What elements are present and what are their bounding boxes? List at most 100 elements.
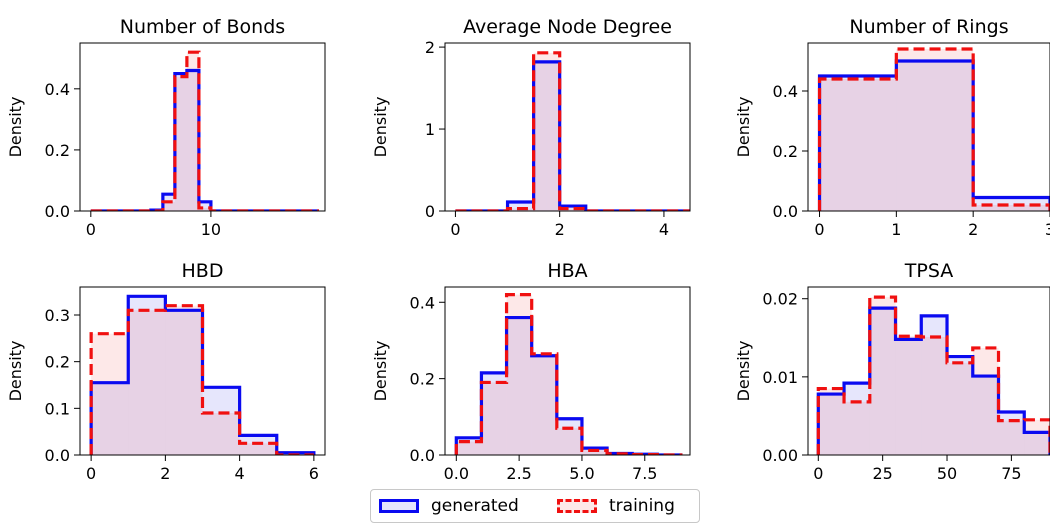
bar-generated-2 [869, 308, 896, 455]
bar-training-4 [556, 428, 582, 455]
subplot-4: 0 2 4 6 0.0 0.1 0.2 0.3 HBD Density [6, 260, 326, 483]
series-generated-outline [90, 68, 319, 211]
subplot-2: 0 2 4 0 1 2 Average Node Degree Density [371, 16, 691, 239]
bar-training-1 [844, 401, 870, 455]
x-tick-label: 4 [235, 464, 245, 483]
series-training-outline [817, 47, 1050, 211]
x-tick-label: 0.0 [444, 464, 469, 483]
y-axis-label: Density [6, 341, 25, 402]
bar-generated-4 [556, 418, 582, 455]
x-tick-label: 4 [659, 220, 669, 239]
y-tick-label: 0.3 [45, 306, 70, 325]
axes-frame [79, 42, 326, 212]
series-generated-outline [817, 59, 1050, 211]
subplot-3: 0 1 2 3 0.0 0.2 0.4 Number of Rings Density [734, 16, 1050, 239]
bar-generated-1 [481, 372, 507, 455]
bar-generated-3 [202, 387, 240, 455]
bar-training-7 [998, 420, 1025, 455]
bar-training-5 [947, 362, 973, 455]
y-tick-label: 0.0 [773, 202, 798, 221]
axes-frame [807, 286, 1050, 456]
bar-generated-0 [818, 394, 845, 455]
legend-item-generated: generated [379, 490, 519, 522]
axes-frame [79, 286, 326, 456]
bar-training-2 [165, 305, 203, 455]
bar-training-4 [239, 443, 277, 455]
x-tick-label: 2 [555, 220, 565, 239]
axes-frame [444, 42, 691, 212]
series-generated-outline [816, 306, 1050, 455]
y-tick-label: 0.2 [45, 141, 70, 160]
bar-generated-2 [165, 310, 203, 455]
subplot-5: 0.0 2.5 5.0 7.5 0.0 0.2 0.4 HBA Density [371, 260, 691, 483]
bar-generated-3 [895, 339, 922, 455]
axes-frame [807, 42, 1050, 212]
bar-generated-1 [128, 296, 166, 455]
y-tick-label: 0.0 [45, 202, 70, 221]
subplot-title: HBA [547, 260, 587, 282]
bar-generated-4 [921, 315, 948, 455]
x-tick-label: 0 [814, 220, 824, 239]
subplot-title: Number of Bonds [120, 16, 285, 38]
bar-training-3 [202, 413, 240, 455]
bar-generated-5 [947, 356, 973, 455]
x-tick-label: 0 [450, 220, 460, 239]
subplot-title: Number of Rings [849, 16, 1008, 38]
bar-training-8 [1024, 419, 1050, 455]
bar-training-0 [818, 388, 845, 455]
x-tick-label: 1 [891, 220, 901, 239]
y-axis-label: Density [734, 341, 753, 402]
bar-training-8 [186, 52, 199, 211]
y-tick-label: 0.2 [410, 370, 435, 389]
bar-training-7 [174, 76, 187, 211]
x-tick-label: 50 [937, 464, 957, 483]
bar-training-4 [921, 337, 948, 455]
bar-training-0 [456, 441, 482, 455]
subplot-1: 0 10 0.0 0.2 0.4 Number of Bonds Density [6, 16, 326, 239]
bar-training-1 [128, 310, 166, 455]
x-tick-label: 5.0 [569, 464, 594, 483]
bar-generated-7 [174, 73, 187, 211]
x-tick-label: 75 [1001, 464, 1021, 483]
y-tick-label: 0.00 [762, 446, 798, 465]
x-tick-label: 2 [160, 464, 170, 483]
series-training-outline [816, 295, 1050, 455]
bar-generated-7 [546, 61, 560, 211]
legend: generated training [370, 489, 700, 523]
series-training-outline [455, 51, 690, 211]
axes-frame [444, 286, 691, 456]
bar-training-2 [869, 297, 896, 455]
x-tick-label: 25 [872, 464, 892, 483]
bar-generated-8 [1024, 432, 1050, 455]
bar-training-4 [507, 208, 521, 211]
bar-training-0 [819, 79, 897, 211]
x-tick-label: 0 [86, 220, 96, 239]
bar-training-0 [91, 333, 129, 455]
y-axis-label: Density [371, 97, 390, 158]
bar-training-1 [896, 49, 974, 211]
bar-training-2 [506, 294, 532, 455]
bar-training-6 [162, 201, 175, 211]
y-tick-label: 0.02 [762, 290, 798, 309]
bar-generated-3 [531, 355, 557, 455]
y-tick-label: 0.4 [773, 82, 798, 101]
bar-generated-0 [91, 382, 129, 455]
legend-swatch-training [557, 499, 597, 513]
y-tick-label: 0.01 [762, 368, 798, 387]
bar-generated-5 [520, 201, 534, 211]
y-axis-label: Density [734, 97, 753, 158]
bar-generated-6 [533, 61, 547, 211]
x-tick-label: 0 [86, 464, 96, 483]
y-tick-label: 0.1 [45, 399, 70, 418]
subplot-title: HBD [182, 260, 224, 282]
bar-generated-6 [972, 376, 999, 455]
series-generated-outline [89, 294, 316, 455]
bar-generated-8 [186, 70, 199, 211]
x-tick-label: 6 [309, 464, 319, 483]
y-tick-label: 0 [425, 202, 435, 221]
y-axis-label: Density [371, 341, 390, 402]
bar-training-6 [972, 347, 999, 455]
bar-generated-2 [506, 317, 532, 455]
bar-training-7 [546, 52, 560, 211]
